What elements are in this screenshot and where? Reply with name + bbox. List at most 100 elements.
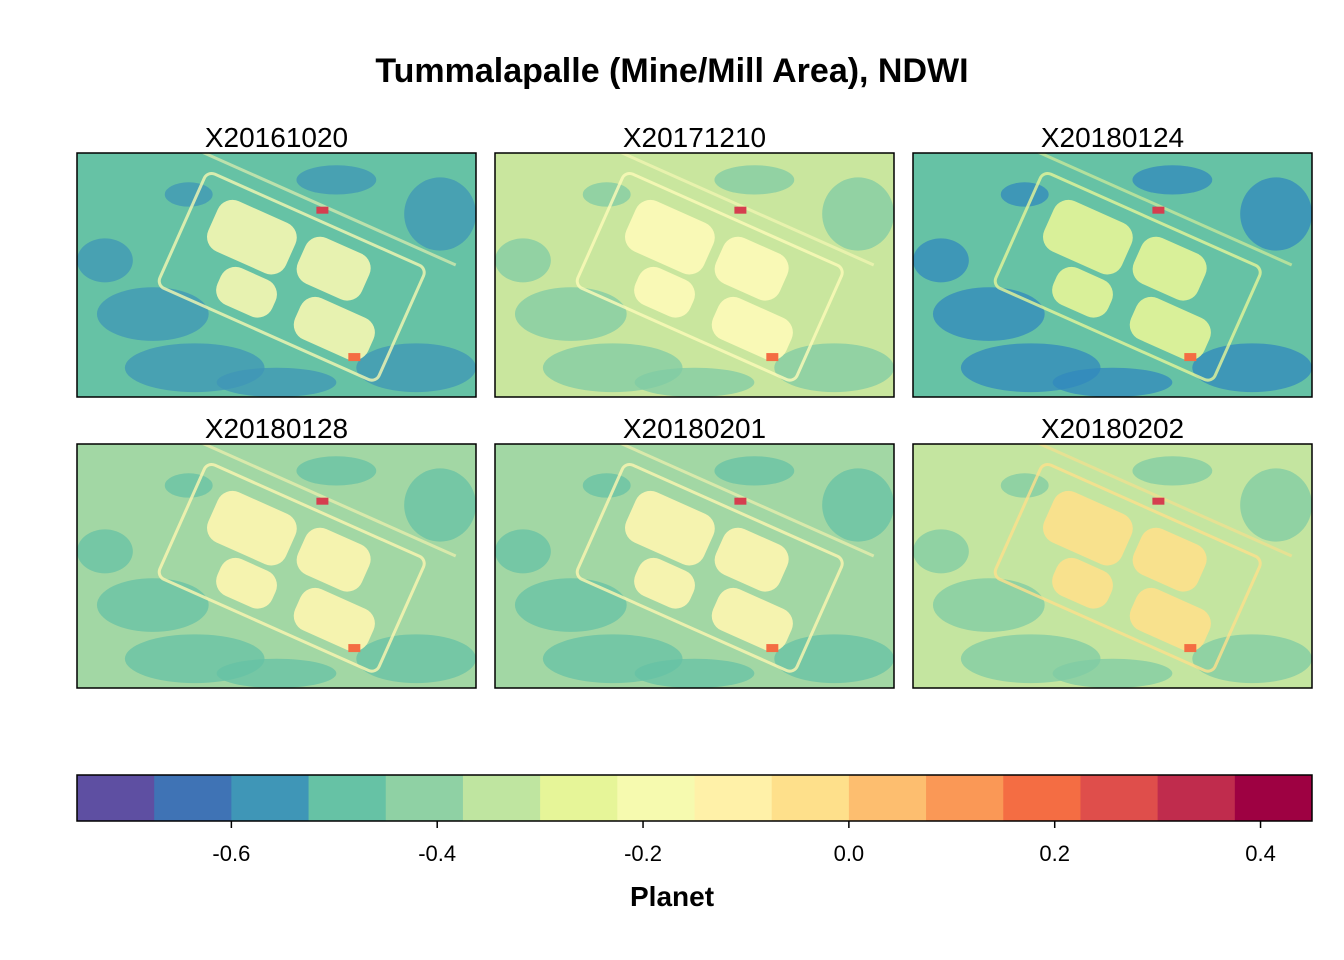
facility-area — [207, 199, 297, 275]
terrain-patch — [822, 468, 894, 542]
colorbar-tick-label: 0.2 — [1039, 841, 1070, 866]
terrain-patch — [164, 182, 213, 207]
facility-area — [711, 587, 793, 652]
terrain-patch — [96, 578, 209, 632]
facility-area — [296, 236, 371, 301]
facility-area — [1129, 296, 1211, 361]
terrain-patch — [404, 177, 476, 251]
facility-area — [625, 199, 715, 275]
panel-title: X20180128 — [205, 413, 348, 444]
terrain-patch — [913, 238, 969, 283]
terrain-patch — [514, 578, 627, 632]
terrain-patch — [1192, 343, 1312, 393]
map-panel: X20180201 — [494, 413, 895, 689]
facility-area — [1043, 199, 1133, 275]
facility-area — [634, 557, 695, 609]
terrain-patch — [1000, 182, 1049, 207]
colorbar-swatch — [771, 775, 850, 821]
panel-frame — [494, 443, 895, 689]
raster-image — [913, 444, 1312, 688]
terrain-patch — [216, 367, 337, 397]
pond-feature — [1184, 353, 1197, 362]
chart-title: Tummalapalle (Mine/Mill Area), NDWI — [375, 52, 968, 90]
colorbar-tick-label: -0.2 — [624, 841, 662, 866]
facility-boundary — [993, 462, 1262, 673]
facility-area — [293, 296, 375, 361]
terrain-patch — [1240, 468, 1312, 542]
facility-boundary — [575, 171, 844, 382]
access-road — [1017, 444, 1293, 558]
facility-boundary — [993, 171, 1262, 382]
terrain-patch — [582, 473, 631, 498]
pond-feature — [1152, 206, 1165, 214]
map-panel: X20180124 — [912, 122, 1313, 398]
colorbar-swatch — [154, 775, 232, 821]
pond-feature — [348, 644, 361, 653]
facility-area — [216, 266, 277, 318]
terrain-patch — [822, 177, 894, 251]
map-panel: X20180202 — [912, 413, 1313, 689]
colorbar-swatch — [848, 775, 927, 821]
colorbar-swatch — [1234, 775, 1313, 821]
access-road — [181, 153, 457, 267]
facility-area — [207, 490, 297, 566]
panel-title: X20171210 — [623, 122, 766, 153]
terrain-patch — [714, 165, 795, 195]
pond-feature — [316, 206, 329, 214]
terrain-patch — [1052, 658, 1173, 688]
terrain-patch — [1052, 367, 1173, 397]
terrain-patch — [1240, 177, 1312, 251]
pond-feature — [348, 353, 361, 362]
terrain-patch — [77, 529, 133, 574]
pond-feature — [316, 497, 329, 505]
terrain-patch — [714, 456, 795, 486]
terrain-patch — [164, 473, 213, 498]
colorbar-swatch — [926, 775, 1004, 821]
panel-grid: X20161020 X20171210 X20180124 X20180128 X201… — [76, 122, 1313, 689]
raster-image — [77, 444, 476, 688]
facility-area — [1132, 236, 1207, 301]
terrain-patch — [634, 367, 755, 397]
colorbar-swatch — [1080, 775, 1159, 821]
facility-area — [216, 557, 277, 609]
facility-area — [714, 527, 789, 592]
terrain-patch — [495, 238, 551, 283]
facility-area — [296, 527, 371, 592]
facility-boundary — [575, 462, 844, 673]
facility-area — [625, 490, 715, 566]
facility-area — [1052, 557, 1113, 609]
terrain-patch — [77, 238, 133, 283]
panel-frame — [76, 152, 477, 398]
terrain-patch — [913, 529, 969, 574]
access-road — [599, 444, 875, 558]
facility-area — [293, 587, 375, 652]
terrain-patch — [296, 165, 377, 195]
colorbar-swatch — [462, 775, 541, 821]
panel-title: X20161020 — [205, 122, 348, 153]
terrain-patch — [774, 343, 894, 393]
colorbar-swatch — [617, 775, 695, 821]
terrain-patch — [296, 456, 377, 486]
facility-area — [1043, 490, 1133, 566]
colorbar-legend: -0.6 -0.4 -0.2 0.0 0.2 0.4 Planet — [76, 774, 1313, 912]
panel-title: X20180202 — [1041, 413, 1184, 444]
raster-image — [495, 444, 894, 688]
terrain-patch — [356, 343, 476, 393]
colorbar-ticks: -0.6 -0.4 -0.2 0.0 0.2 0.4 — [212, 821, 1276, 866]
map-panel: X20180128 — [76, 413, 477, 689]
access-road — [599, 153, 875, 267]
colorbar-swatch — [1003, 775, 1081, 821]
colorbar-frame — [76, 774, 1313, 822]
colorbar-tick-label: -0.4 — [418, 841, 456, 866]
terrain-patch — [774, 634, 894, 684]
terrain-patch — [514, 287, 627, 341]
panel-title: X20180124 — [1041, 122, 1184, 153]
colorbar-swatch — [308, 775, 387, 821]
terrain-patch — [495, 529, 551, 574]
map-panel: X20161020 — [76, 122, 477, 398]
colorbar-swatch — [1157, 775, 1236, 821]
terrain-patch — [932, 578, 1045, 632]
colorbar-label: Planet — [630, 881, 714, 912]
panel-frame — [76, 443, 477, 689]
